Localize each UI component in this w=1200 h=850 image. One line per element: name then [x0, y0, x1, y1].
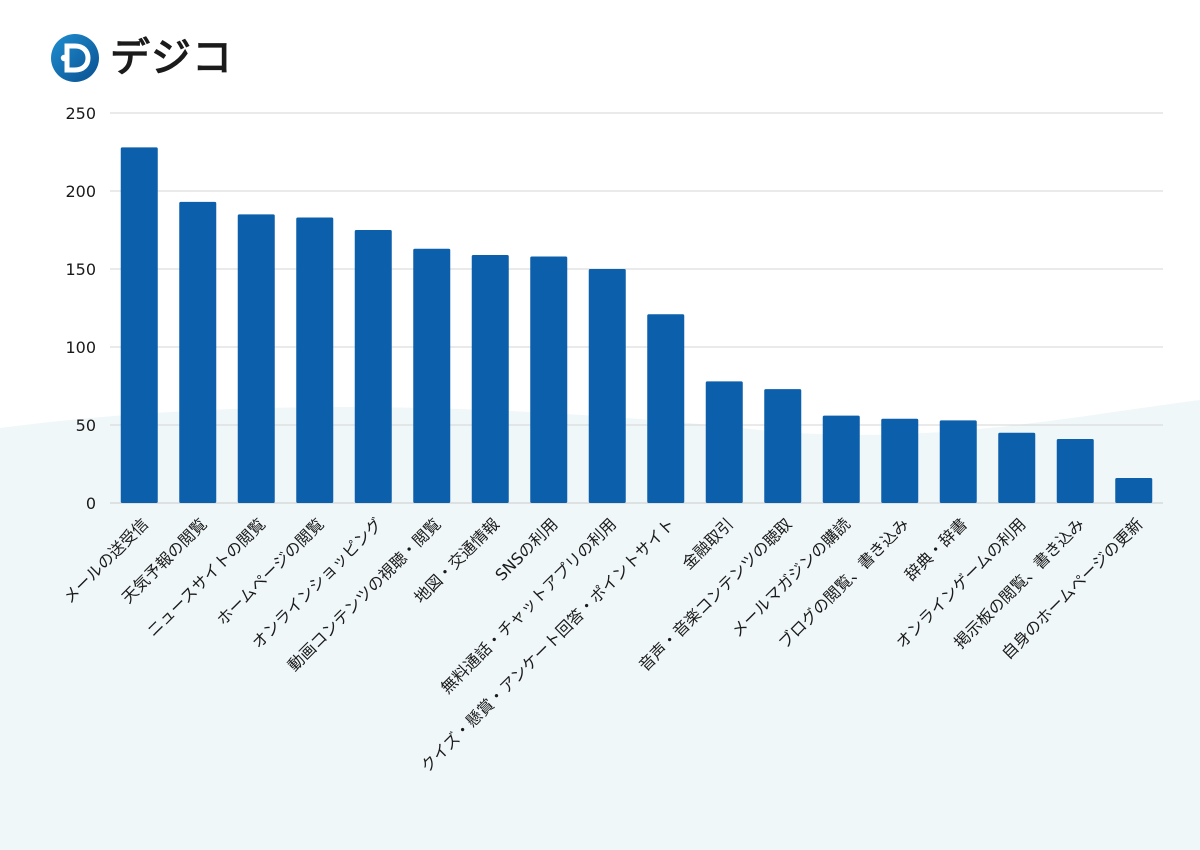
- y-tick-label: 150: [65, 260, 96, 279]
- bar: [939, 420, 977, 503]
- bar: [120, 147, 158, 503]
- logo-text: デジコ: [110, 35, 233, 81]
- x-tick-label: 金融取引: [678, 514, 737, 573]
- digico-logo-icon: [51, 34, 99, 82]
- y-axis-ticks: 0 50 100 150 200 250: [65, 104, 96, 513]
- bar: [705, 381, 743, 503]
- y-tick-label: 250: [65, 104, 96, 123]
- bar: [764, 389, 802, 503]
- grid-lines: [110, 112, 1163, 504]
- bar: [998, 432, 1036, 503]
- bar: [179, 201, 217, 504]
- bar: [647, 314, 685, 503]
- y-tick-label: 50: [76, 416, 96, 435]
- bar: [471, 254, 509, 503]
- bar: [822, 415, 860, 503]
- bar: [530, 256, 568, 503]
- bar: [354, 230, 392, 503]
- bar: [1115, 478, 1153, 503]
- y-tick-label: 0: [86, 494, 96, 513]
- y-tick-label: 200: [65, 182, 96, 201]
- bar: [296, 217, 334, 503]
- logo: デジコ: [50, 33, 233, 83]
- x-axis-labels: メールの送受信天気予報の閲覧ニュースサイトの閲覧ホームページの閲覧オンラインショ…: [59, 514, 1146, 776]
- bar: [413, 248, 451, 503]
- y-tick-label: 100: [65, 338, 96, 357]
- bar: [1056, 439, 1094, 503]
- bar: [881, 418, 919, 503]
- bars: [120, 147, 1153, 504]
- bar: [588, 269, 626, 503]
- x-tick-label: ホームページの閲覧: [213, 514, 328, 629]
- bar: [237, 214, 275, 503]
